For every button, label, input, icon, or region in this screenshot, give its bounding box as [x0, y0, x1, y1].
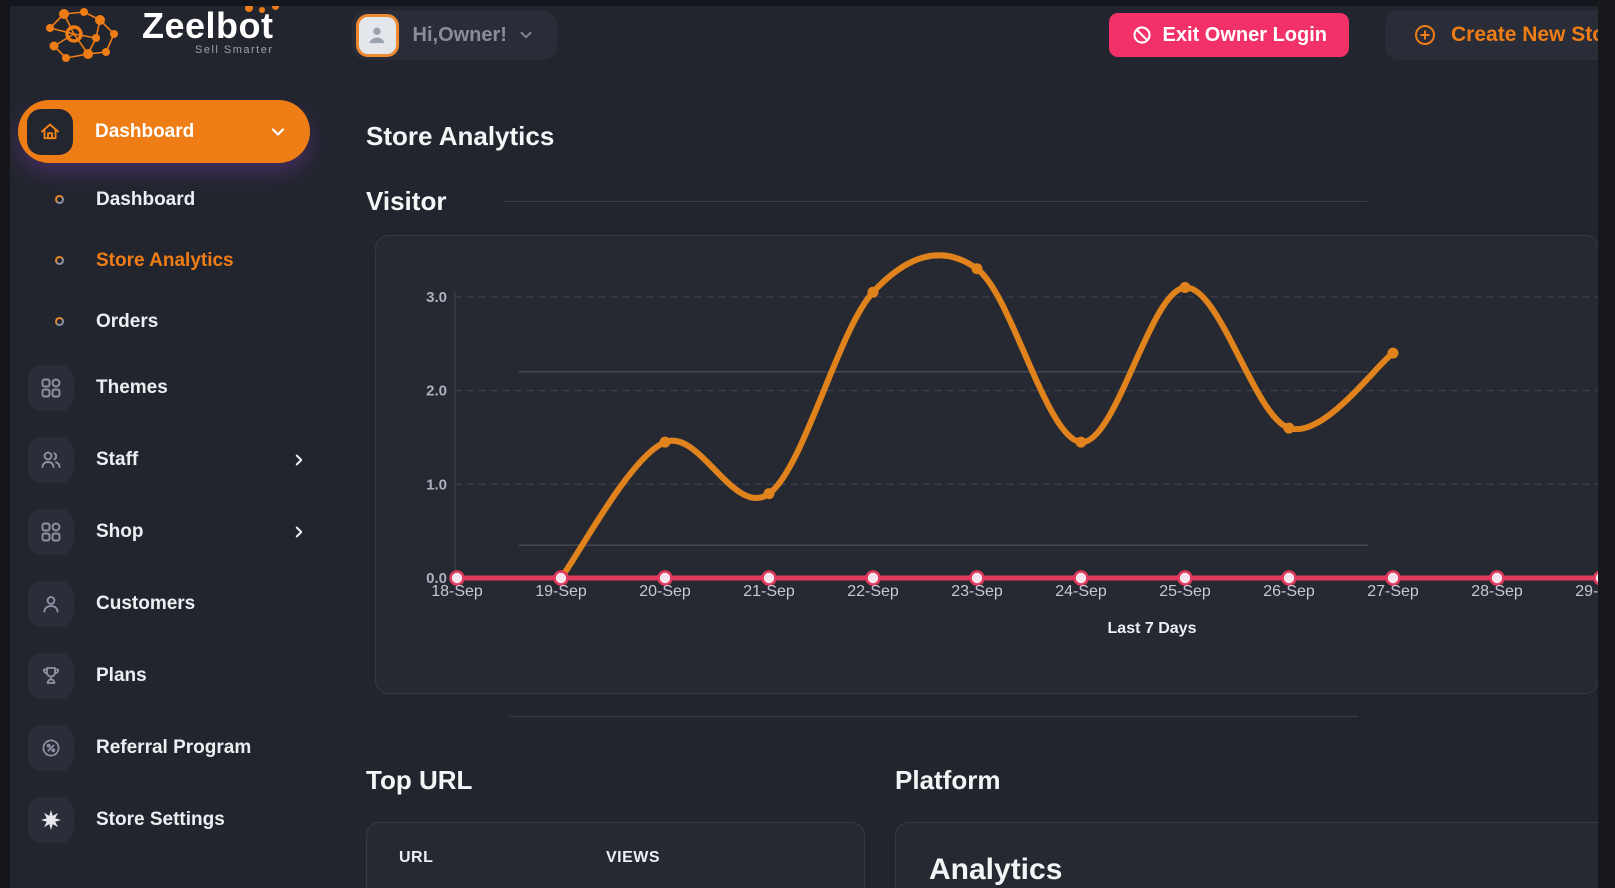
- bullet-icon: [54, 194, 65, 205]
- svg-text:2.0: 2.0: [426, 383, 447, 400]
- svg-text:21-Sep: 21-Sep: [743, 583, 795, 600]
- top-url-section-title: Top URL: [366, 765, 473, 795]
- visitor-section-title: Visitor: [366, 186, 447, 216]
- user-greeting: Hi,Owner!: [412, 23, 507, 46]
- brand-tagline: Sell Smarter: [194, 44, 274, 56]
- exit-owner-login-button[interactable]: Exit Owner Login: [1108, 13, 1349, 57]
- grid-icon: [28, 365, 74, 411]
- gear-icon: [28, 797, 74, 843]
- bullet-icon: [54, 316, 65, 327]
- person-icon: [369, 27, 385, 44]
- create-new-store-label: Create New Store: [1451, 23, 1615, 46]
- chevron-right-icon: [290, 451, 308, 469]
- sidebar-item-dashboard[interactable]: Dashboard: [18, 169, 356, 230]
- brand-network-icon: [40, 6, 132, 64]
- chevron-right-icon: [290, 523, 308, 541]
- badge-percent-icon: [28, 725, 74, 771]
- brand-dot: [272, 3, 279, 10]
- window-edge-left: [0, 0, 10, 888]
- user-menu[interactable]: Hi,Owner!: [351, 10, 557, 60]
- page-title: Store Analytics: [366, 121, 555, 151]
- svg-text:Last 7 Days: Last 7 Days: [1108, 620, 1197, 637]
- sidebar-item-label: Staff: [96, 449, 139, 470]
- column-header-url: URL: [399, 849, 434, 866]
- platform-card-text: Analytics: [929, 853, 1063, 886]
- top-url-table-header: URL VIEWS: [367, 823, 864, 867]
- svg-text:20-Sep: 20-Sep: [639, 583, 691, 600]
- svg-text:24-Sep: 24-Sep: [1055, 583, 1107, 600]
- svg-text:26-Sep: 26-Sep: [1263, 583, 1315, 600]
- chevron-down-icon: [517, 26, 535, 44]
- window-edge-right: [1598, 0, 1615, 888]
- bullet-icon: [54, 255, 65, 266]
- svg-text:1.0: 1.0: [426, 476, 447, 493]
- main-content: Store Analytics Visitor 0.0 1.0 2.0 3.0 18-S…: [356, 70, 1615, 888]
- visitor-chart-card: 0.0 1.0 2.0 3.0 18-Sep 19-Sep 20-Sep 21-Sep 22-S…: [375, 235, 1599, 694]
- brand-dot: [259, 7, 265, 13]
- svg-text:18-Sep: 18-Sep: [431, 583, 483, 600]
- svg-text:28-Sep: 28-Sep: [1471, 583, 1523, 600]
- svg-text:19-Sep: 19-Sep: [535, 583, 587, 600]
- exit-owner-login-label: Exit Owner Login: [1162, 23, 1327, 46]
- sidebar-item-plans[interactable]: Plans: [18, 640, 356, 712]
- sidebar-item-label: Referral Program: [96, 737, 252, 758]
- svg-text:25-Sep: 25-Sep: [1159, 583, 1211, 600]
- sidebar-item-label: Themes: [96, 377, 168, 398]
- sidebar-item-store-analytics[interactable]: Store Analytics: [18, 230, 356, 291]
- sidebar-group-dashboard[interactable]: Dashboard: [18, 100, 310, 163]
- window-edge-top: [0, 0, 1615, 6]
- sidebar-item-themes[interactable]: Themes: [18, 352, 356, 424]
- sidebar-item-customers[interactable]: Customers: [18, 568, 356, 640]
- sidebar-item-staff[interactable]: Staff: [18, 424, 356, 496]
- brand-dot: [245, 4, 253, 12]
- brand-logo[interactable]: Zeelbot Sell Smarter: [40, 3, 279, 64]
- trophy-icon: [28, 653, 74, 699]
- sidebar-item-label: Store Analytics: [96, 249, 234, 271]
- svg-text:22-Sep: 22-Sep: [847, 583, 899, 600]
- svg-text:23-Sep: 23-Sep: [951, 583, 1003, 600]
- sidebar-item-label: Orders: [96, 310, 159, 332]
- top-bar: Zeelbot Sell Smarter Hi,Owner! Exit Owne…: [0, 0, 1615, 70]
- svg-text:3.0: 3.0: [426, 289, 447, 306]
- sidebar-item-shop[interactable]: Shop: [18, 496, 356, 568]
- prohibition-icon: [1131, 24, 1153, 46]
- visitor-line-chart: 0.0 1.0 2.0 3.0 18-Sep 19-Sep 20-Sep 21-Sep 22-S…: [426, 252, 1599, 637]
- section-divider: [503, 201, 1367, 202]
- user-icon: [28, 581, 74, 627]
- plus-circle-icon: [1413, 23, 1437, 47]
- home-icon: [27, 108, 73, 155]
- sidebar-group-label: Dashboard: [95, 120, 195, 142]
- svg-text:27-Sep: 27-Sep: [1367, 583, 1419, 600]
- chevron-down-icon: [268, 122, 288, 142]
- sidebar: Dashboard Dashboard Store Analytics Orde…: [0, 70, 356, 888]
- platform-section-title: Platform: [895, 765, 1001, 795]
- column-header-views: VIEWS: [606, 849, 661, 866]
- top-url-card: URL VIEWS: [366, 822, 865, 888]
- sidebar-item-label: Shop: [96, 521, 144, 542]
- avatar: [355, 13, 399, 57]
- users-icon: [28, 437, 74, 483]
- sidebar-item-label: Store Settings: [96, 809, 225, 830]
- sidebar-item-orders[interactable]: Orders: [18, 291, 356, 352]
- create-new-store-button[interactable]: Create New Store: [1385, 10, 1615, 60]
- grid-icon: [28, 509, 74, 555]
- sidebar-item-label: Dashboard: [96, 188, 196, 210]
- sidebar-item-referral-program[interactable]: Referral Program: [18, 712, 356, 784]
- platform-card: Analytics: [895, 822, 1615, 888]
- svg-text:29-Sep: 29-Sep: [1575, 583, 1599, 600]
- brand-name: Zeelbot: [142, 5, 274, 46]
- section-divider: [509, 716, 1358, 717]
- sidebar-item-store-settings[interactable]: Store Settings: [18, 784, 356, 856]
- sidebar-item-label: Plans: [96, 665, 147, 686]
- sidebar-item-label: Customers: [96, 593, 196, 614]
- svg-text:0.0: 0.0: [426, 570, 447, 587]
